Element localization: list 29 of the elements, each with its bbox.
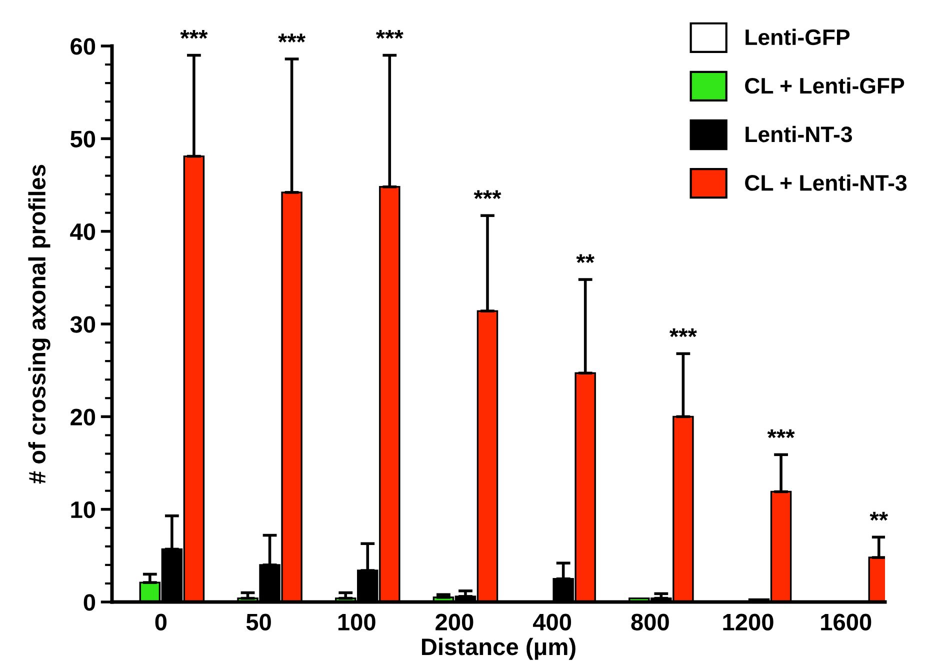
- text: ***: [180, 30, 208, 39]
- y-tick-label: 10: [71, 501, 96, 518]
- x-axis-title: Distance (μm): [422, 638, 576, 660]
- y-tick-label: 60: [70, 38, 96, 55]
- x-tick-label: 1600: [821, 614, 872, 630]
- annotation: **: [870, 512, 888, 521]
- x-tick-label: 1200: [723, 614, 774, 630]
- x-tick-label: 0: [155, 614, 167, 630]
- y-tick-label: 40: [70, 223, 96, 240]
- y-tick-label: 30: [70, 316, 96, 333]
- legend-label: Lenti-NT-3: [746, 126, 852, 142]
- x-tick-label: 800: [631, 614, 669, 630]
- y-tick-label: 50: [70, 130, 96, 148]
- legend-label: Lenti-GFP: [746, 28, 850, 46]
- x-tick-label: 200: [436, 614, 474, 630]
- x-tick-label: 50: [246, 614, 271, 630]
- x-tick-label: 100: [338, 614, 376, 630]
- y-axis-title: # of crossing axonal profiles: [28, 164, 50, 484]
- x-tick-label: 400: [532, 614, 572, 630]
- legend-label: CL + Lenti-GFP: [745, 77, 904, 94]
- legend-label: CL + Lenti-NT-3: [745, 174, 907, 191]
- y-tick-label: 0: [84, 594, 96, 611]
- annotation: ***: [767, 429, 795, 438]
- annotation: ***: [669, 328, 697, 338]
- y-tick-label: 20: [70, 408, 96, 426]
- annotation: **: [576, 254, 595, 263]
- annotation: ***: [474, 190, 502, 200]
- text: ***: [376, 30, 404, 39]
- text: ***: [278, 34, 306, 42]
